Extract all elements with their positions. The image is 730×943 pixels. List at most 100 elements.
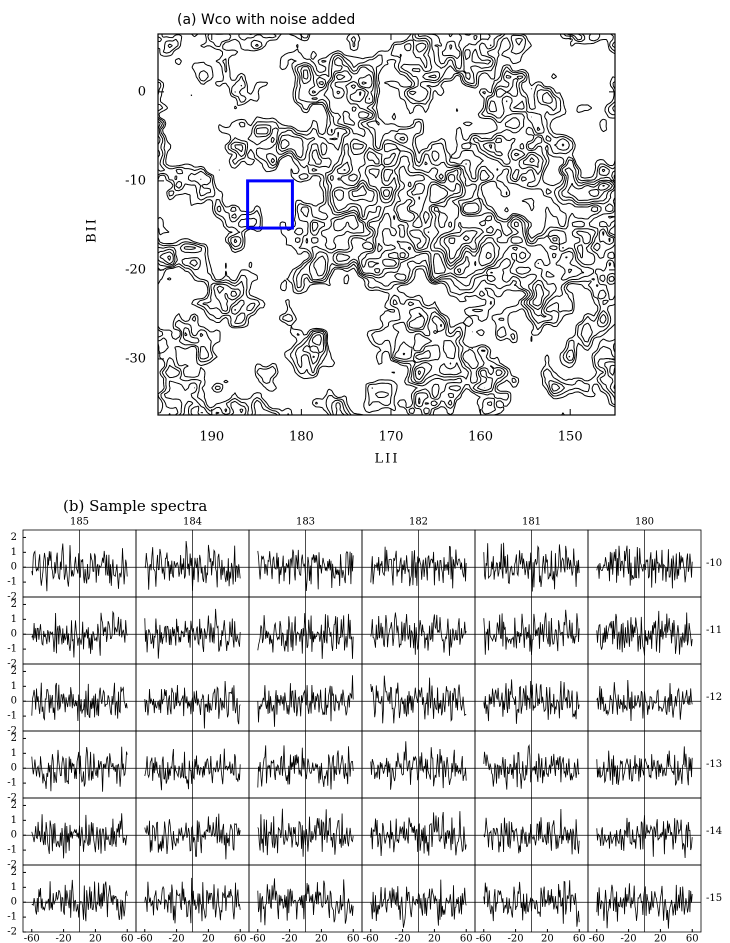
spectrum-noise [257, 808, 354, 857]
y-tick-label: 2 [11, 800, 17, 811]
spectrum-noise [483, 808, 580, 855]
spectrum-noise [144, 608, 241, 659]
y-tick-label: 1 [11, 547, 17, 558]
y-axis-label: BII [85, 217, 100, 243]
spectrum-noise [370, 675, 467, 724]
y-tick-label: 0 [11, 763, 17, 774]
spectrum-noise [370, 545, 467, 589]
y-tick-label: 2 [11, 733, 17, 744]
spectrum-noise [596, 545, 693, 589]
spectrum-noise [483, 609, 580, 655]
x-tick-label: -20 [508, 934, 524, 943]
x-tick-label: -60 [363, 934, 379, 943]
x-tick-label: 60 [686, 934, 699, 943]
x-tick-label: 20 [428, 934, 441, 943]
y-tick-label: 0 [11, 629, 17, 640]
y-tick-label: 1 [11, 614, 17, 625]
x-tick-label: -60 [24, 934, 40, 943]
y-tick-label: -2 [7, 592, 17, 603]
spectrum-noise [31, 813, 128, 859]
y-tick-label: -1 [7, 577, 17, 588]
x-tick-label: 20 [315, 934, 328, 943]
spectrum-noise [31, 746, 128, 792]
column-label: 185 [70, 517, 89, 528]
y-tick-label: 1 [11, 882, 17, 893]
y-tick-label: 2 [11, 599, 17, 610]
spectrum-noise [483, 880, 580, 927]
spectrum-noise [31, 610, 128, 658]
y-tick-label: 1 [11, 748, 17, 759]
y-tick-label: -2 [7, 659, 17, 670]
spectrum-noise [257, 675, 354, 727]
spectrum-noise [257, 549, 354, 592]
spectrum-noise [144, 680, 241, 729]
x-tick-label: -20 [395, 934, 411, 943]
spectrum-noise [144, 540, 241, 591]
spectrum-noise [370, 811, 467, 857]
panel-a-title: (a) Wco with noise added [177, 12, 355, 28]
x-tick-label: -20 [621, 934, 637, 943]
spectrum-noise [596, 610, 693, 656]
x-tick-label: -20 [169, 934, 185, 943]
spectrum-noise [144, 813, 241, 860]
panel-b-title: (b) Sample spectra [63, 497, 207, 515]
y-tick-label: -10 [125, 173, 146, 188]
x-tick-label: 60 [573, 934, 586, 943]
x-tick-label: 190 [199, 430, 224, 445]
x-tick-label: 20 [654, 934, 667, 943]
y-tick-label: -30 [125, 351, 146, 366]
contour-level [167, 34, 611, 376]
spectrum-noise [257, 613, 354, 659]
y-tick-label: -1 [7, 912, 17, 923]
y-tick-label: 0 [11, 830, 17, 841]
x-axis-label: LII [375, 452, 400, 467]
spectrum-noise [31, 543, 128, 592]
spectrum-noise [31, 682, 128, 722]
spectrum-noise [483, 542, 580, 592]
y-tick-label: -2 [7, 927, 17, 938]
y-tick-label: 0 [11, 696, 17, 707]
spectrum-noise [596, 679, 693, 722]
x-tick-label: 60 [460, 934, 473, 943]
spectrum-noise [596, 883, 693, 929]
y-tick-label: -2 [7, 726, 17, 737]
spectrum-noise [596, 746, 693, 786]
y-tick-label: -1 [7, 778, 17, 789]
row-label: -14 [706, 826, 722, 837]
y-tick-label: 0 [11, 897, 17, 908]
contour-lines [158, 34, 615, 415]
spectrum-noise [370, 879, 467, 928]
x-tick-label: 20 [202, 934, 215, 943]
highlight-box [246, 179, 294, 230]
column-label: 183 [296, 517, 315, 528]
contour-level [351, 44, 605, 274]
contour-level [158, 34, 615, 415]
x-tick-label: 20 [89, 934, 102, 943]
y-tick-label: -1 [7, 845, 17, 856]
y-tick-label: 0 [138, 84, 146, 99]
contour-level [158, 34, 615, 415]
spectrum-noise [144, 877, 241, 924]
x-tick-label: -60 [137, 934, 153, 943]
contour-level [158, 34, 615, 415]
y-tick-label: -2 [7, 793, 17, 804]
spectrum-noise [370, 741, 467, 790]
y-tick-label: -20 [125, 262, 146, 277]
x-tick-label: -60 [250, 934, 266, 943]
spectrum-noise [596, 815, 693, 859]
spectrum-noise [370, 612, 467, 656]
x-tick-label: 160 [468, 430, 493, 445]
x-tick-label: -20 [56, 934, 72, 943]
x-tick-label: -60 [476, 934, 492, 943]
x-tick-label: 60 [347, 934, 360, 943]
column-label: 181 [522, 517, 541, 528]
y-tick-label: 0 [11, 562, 17, 573]
row-label: -12 [706, 692, 722, 703]
x-tick-label: 60 [234, 934, 247, 943]
x-tick-label: 150 [558, 430, 583, 445]
y-tick-label: -2 [7, 860, 17, 871]
spectrum-noise [483, 679, 580, 724]
row-label: -15 [706, 893, 722, 904]
y-tick-label: 2 [11, 867, 17, 878]
x-tick-label: 170 [379, 430, 404, 445]
